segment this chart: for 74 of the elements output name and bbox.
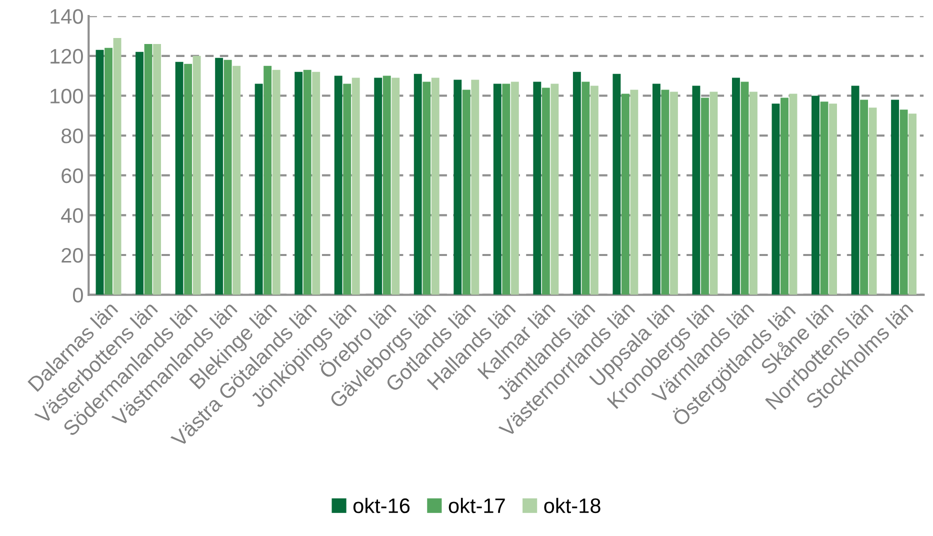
bar: [780, 98, 788, 295]
bar: [215, 58, 224, 295]
bar: [740, 82, 749, 295]
bar: [334, 76, 342, 295]
legend-label: okt-18: [544, 498, 600, 514]
bar: [113, 38, 122, 295]
y-tick-label: 60: [62, 168, 83, 184]
bar: [851, 86, 860, 295]
bar: [550, 84, 559, 295]
bar: [621, 94, 630, 295]
bar: [136, 52, 144, 295]
bar: [572, 72, 581, 295]
bar: [590, 86, 598, 295]
bar: [652, 84, 660, 295]
bar: [542, 88, 550, 295]
bar: [661, 90, 670, 295]
bar: [582, 82, 590, 295]
bar: [700, 98, 709, 295]
bar: [510, 82, 519, 295]
bar: [750, 92, 758, 295]
bar: [789, 94, 798, 295]
bar: [343, 84, 352, 295]
bar: [533, 82, 542, 295]
bar: [175, 62, 184, 295]
y-tick-label: 120: [50, 48, 83, 64]
bar: [772, 104, 780, 295]
bar: [868, 108, 877, 295]
y-tick-label: 100: [50, 88, 83, 104]
bar: [374, 78, 382, 295]
bar: [612, 74, 621, 295]
bar: [692, 86, 700, 295]
bar: [493, 84, 502, 295]
y-tick-label: 0: [73, 288, 83, 303]
bar: [891, 100, 900, 295]
bar: [812, 96, 820, 295]
y-tick-label: 140: [50, 9, 83, 24]
bar: [422, 82, 431, 295]
bar: [382, 76, 391, 295]
bar: [184, 64, 192, 295]
bar: [303, 70, 312, 295]
bar: [732, 78, 740, 295]
bar: [232, 66, 241, 295]
bar: [312, 72, 320, 295]
bar: [670, 92, 678, 295]
bar: [104, 48, 112, 295]
bar: [860, 100, 868, 295]
bar: [392, 78, 400, 295]
bar: [431, 78, 440, 295]
legend-label: okt-17: [448, 498, 505, 514]
bar: [900, 110, 908, 295]
bar: [153, 44, 162, 295]
bar: [352, 78, 360, 295]
bar: [820, 102, 828, 295]
bar: [908, 114, 917, 295]
bar: [829, 104, 837, 295]
bar: [96, 50, 104, 295]
bar: [710, 92, 718, 295]
bar: [502, 84, 510, 295]
y-tick-label: 80: [62, 128, 83, 144]
bar: [294, 72, 303, 295]
y-tick-label: 20: [62, 248, 83, 263]
bar: [254, 84, 263, 295]
bar: [272, 70, 280, 295]
bar: [224, 60, 232, 295]
bar: [414, 74, 422, 295]
bar: [264, 66, 272, 295]
legend-label: okt-16: [353, 498, 410, 514]
bar: [192, 56, 201, 295]
bar: [144, 44, 152, 295]
bar: [454, 80, 462, 295]
bar: [471, 80, 480, 295]
bar: [462, 90, 470, 295]
bar: [630, 90, 638, 295]
y-tick-label: 40: [61, 208, 83, 223]
